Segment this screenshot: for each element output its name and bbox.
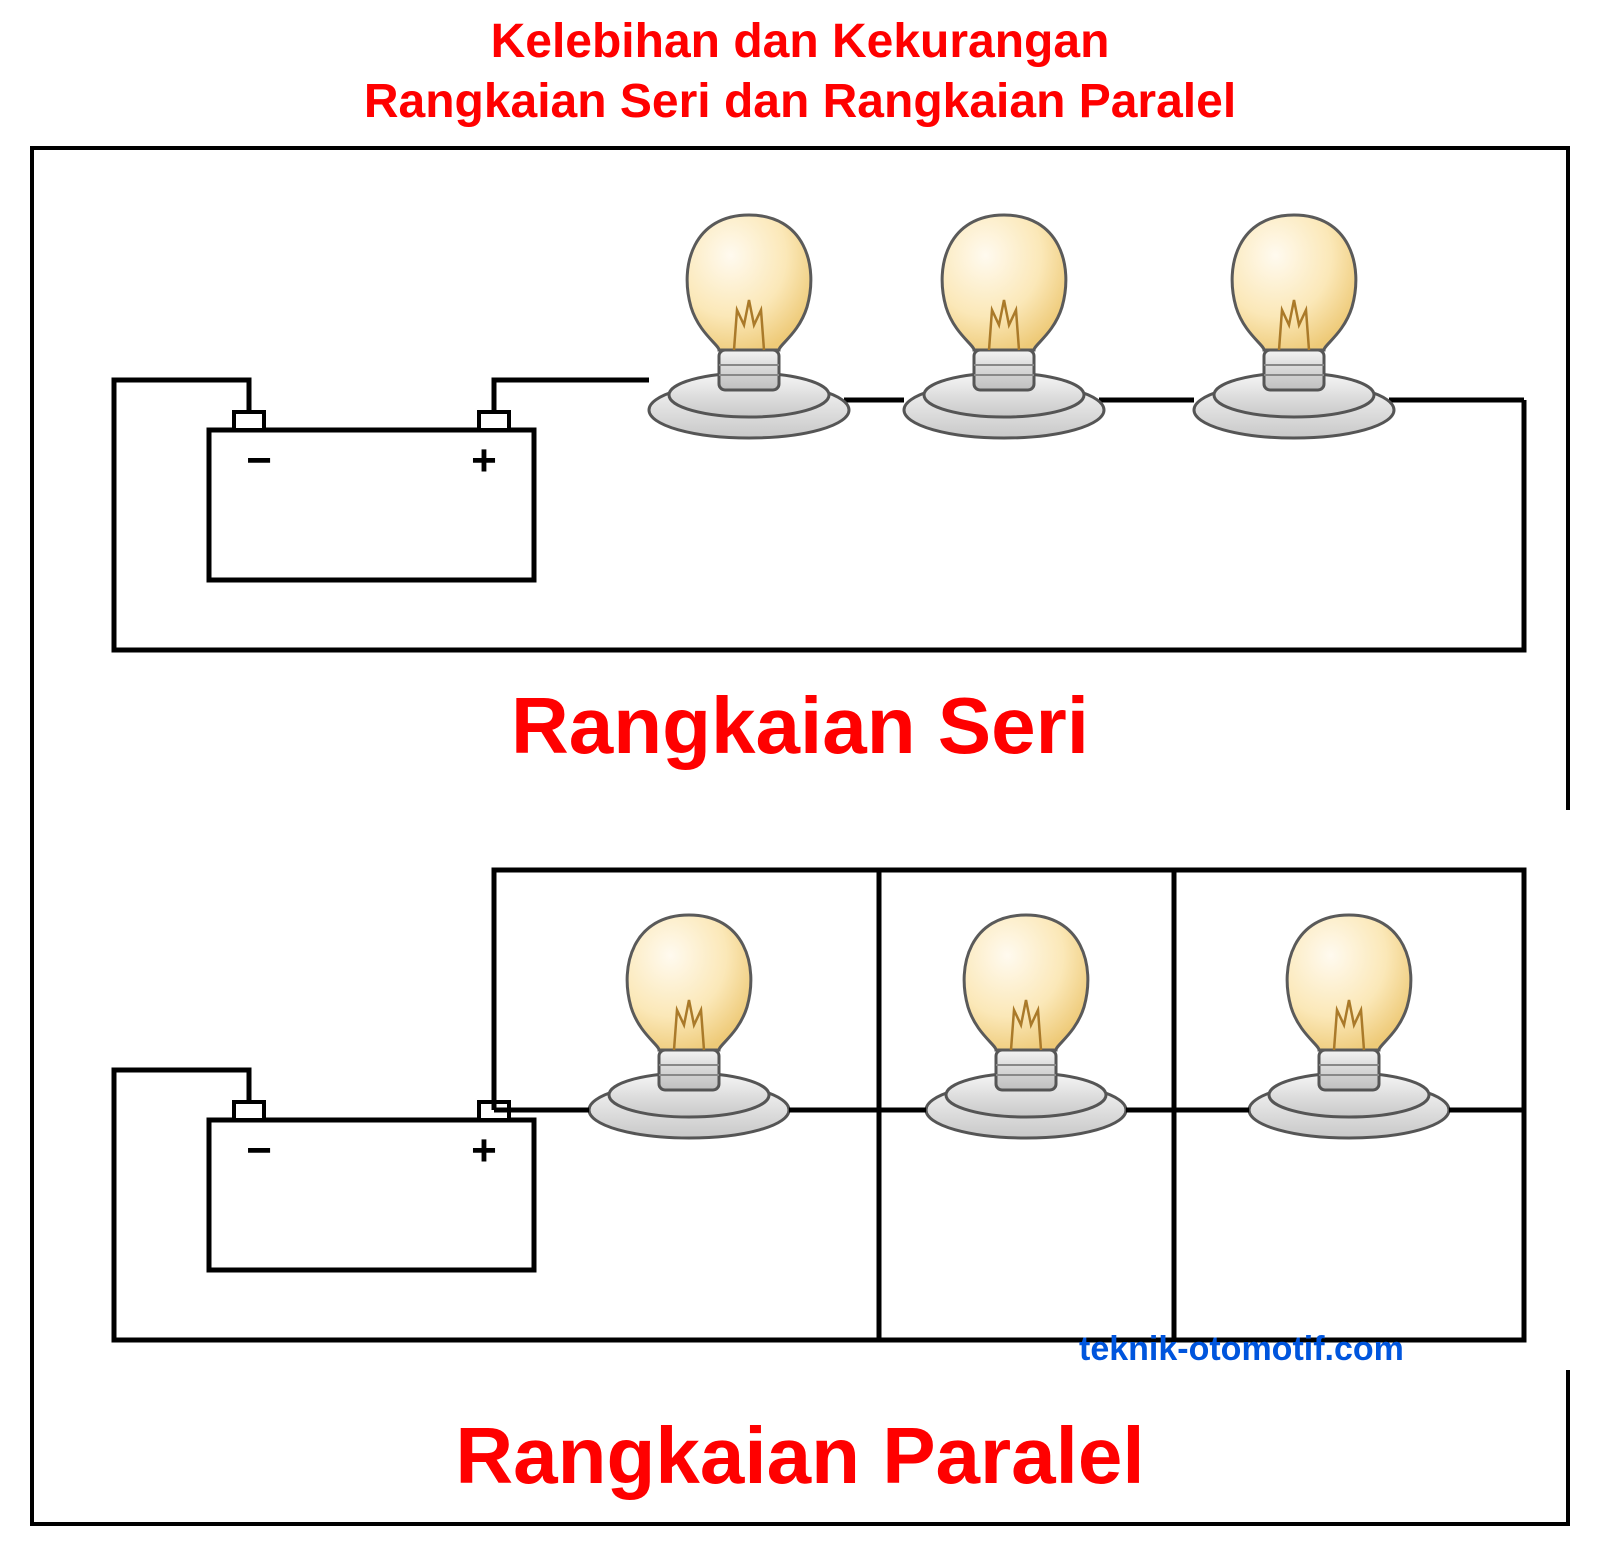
parallel-circuit: − +: [34, 810, 1574, 1370]
battery-plus: +: [471, 436, 497, 485]
battery-minus: −: [246, 1126, 272, 1175]
bulb-2: [904, 215, 1104, 438]
bulb-3: [1194, 215, 1394, 438]
page-title: Kelebihan dan Kekurangan Rangkaian Seri …: [0, 0, 1600, 132]
battery: − +: [209, 412, 534, 580]
series-label: Rangkaian Seri: [34, 680, 1566, 772]
series-circuit: − +: [34, 150, 1574, 670]
battery-minus: −: [246, 436, 272, 485]
diagram-container: − + Rangkaian Seri: [30, 146, 1570, 1526]
battery: − +: [209, 1102, 534, 1270]
watermark: teknik-otomotif.com: [1079, 1330, 1404, 1369]
title-line-1: Kelebihan dan Kekurangan: [0, 12, 1600, 72]
battery-plus: +: [471, 1126, 497, 1175]
bulb-1: [649, 215, 849, 438]
title-line-2: Rangkaian Seri dan Rangkaian Paralel: [0, 72, 1600, 132]
parallel-label: Rangkaian Paralel: [34, 1410, 1566, 1502]
